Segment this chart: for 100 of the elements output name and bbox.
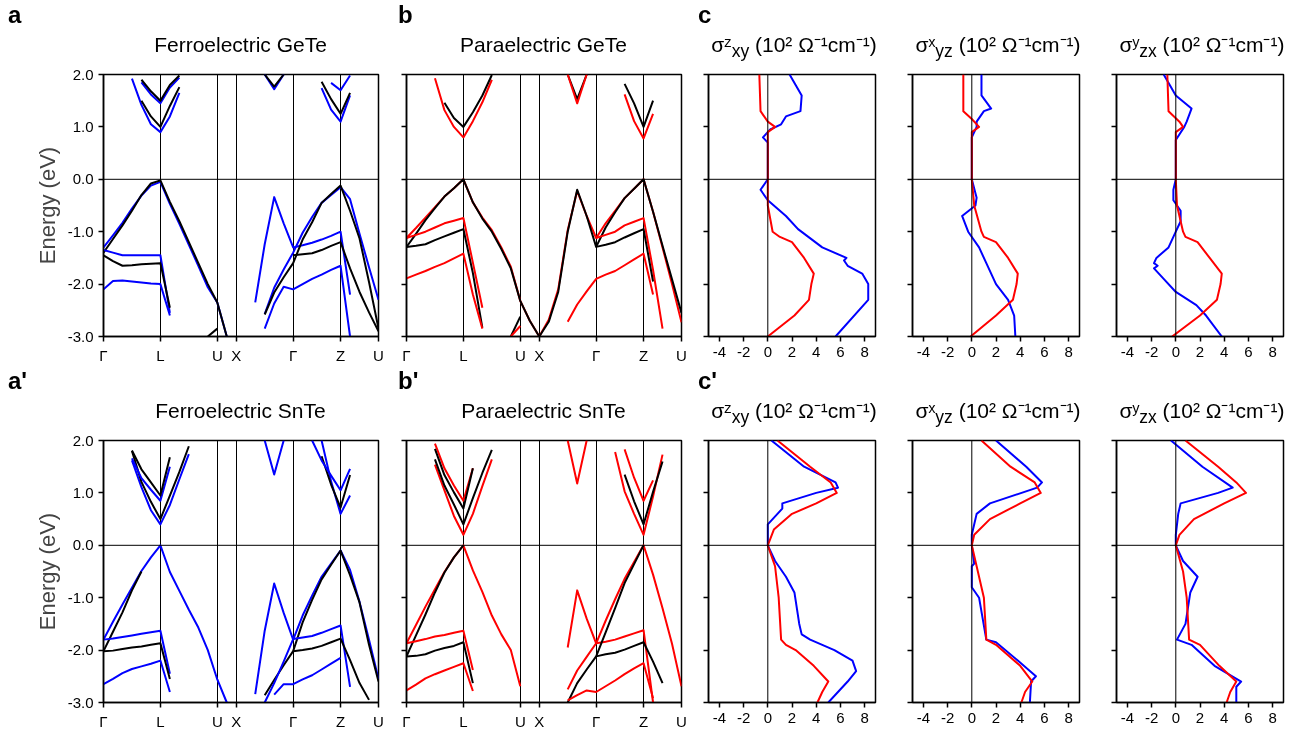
chart-title: Ferroelectric SnTe: [154, 398, 327, 424]
x-tick-label: 4: [1220, 708, 1229, 726]
x-tick-label: Γ: [592, 346, 601, 364]
x-tick-label: 6: [1040, 342, 1049, 360]
x-tick-label: 6: [1040, 708, 1049, 726]
x-tick-label: 8: [1268, 708, 1277, 726]
x-tick-label: 8: [1064, 342, 1073, 360]
y-tick-label: 2.0: [72, 65, 94, 83]
x-tick-label: L: [156, 712, 165, 730]
y-axis-title: Energy (eV): [34, 146, 60, 265]
x-tick-label: U: [676, 712, 687, 730]
y-tick-label: -1.0: [67, 222, 94, 240]
x-tick-label: -2: [736, 708, 751, 726]
text: c: [697, 0, 713, 30]
x-tick-label: X: [231, 346, 242, 364]
x-tick-label: U: [211, 712, 223, 730]
x-tick-label: U: [211, 346, 223, 364]
x-tick-label: -4: [712, 708, 727, 726]
x-tick-label: L: [156, 346, 165, 364]
x-tick-label: 8: [860, 708, 869, 726]
y-tick-label: -3.0: [67, 693, 94, 711]
x-tick-label: -4: [1120, 342, 1135, 360]
x-tick-label: U: [373, 346, 384, 364]
x-tick-label: Z: [638, 712, 649, 730]
x-tick-label: 0: [967, 708, 976, 726]
x-tick-label: 2: [991, 342, 1001, 360]
x-tick-label: Z: [335, 712, 346, 730]
chart-title: Paraelectric SnTe: [460, 398, 627, 424]
x-tick-label: 4: [812, 708, 821, 726]
x-tick-label: Γ: [99, 712, 108, 730]
y-tick-label: -3.0: [67, 327, 94, 345]
x-tick-label: -4: [916, 342, 931, 360]
y-tick-label: 0.0: [72, 170, 94, 188]
y-tick-label: 2.0: [72, 431, 94, 449]
y-tick-label: -1.0: [67, 588, 94, 606]
x-tick-label: -2: [1144, 342, 1159, 360]
chart-title: σʸ$_{zx}$ (10² Ω⁻¹cm⁻¹): [1118, 32, 1286, 64]
x-tick-label: 6: [1244, 342, 1253, 360]
x-tick-label: -2: [940, 342, 955, 360]
chart-title: σˣ$_{yz}$ (10² Ω⁻¹cm⁻¹): [914, 398, 1082, 430]
x-tick-label: -2: [1144, 708, 1159, 726]
x-tick-label: U: [676, 346, 687, 364]
chart-title: σᶻ$_{xy}$ (10² Ω⁻¹cm⁻¹): [710, 32, 878, 64]
x-tick-label: Γ: [289, 346, 298, 364]
x-tick-label: 2: [991, 708, 1001, 726]
x-tick-label: Γ: [99, 346, 108, 364]
y-tick-label: 0.0: [72, 536, 94, 554]
chart-title: σᶻ$_{xy}$ (10² Ω⁻¹cm⁻¹): [710, 398, 878, 430]
x-tick-label: 0: [1171, 708, 1180, 726]
x-tick-label: L: [459, 346, 468, 364]
x-tick-label: 0: [1171, 342, 1180, 360]
x-tick-label: U: [514, 712, 526, 730]
x-tick-label: 8: [1064, 708, 1073, 726]
chart-title: Ferroelectric GeTe: [153, 32, 328, 58]
x-tick-label: L: [459, 712, 468, 730]
x-tick-label: 6: [836, 708, 845, 726]
x-tick-label: -2: [940, 708, 955, 726]
x-tick-label: U: [514, 346, 526, 364]
x-tick-label: 8: [860, 342, 869, 360]
x-tick-label: 4: [812, 342, 821, 360]
x-tick-label: Γ: [289, 712, 298, 730]
x-tick-label: -2: [736, 342, 751, 360]
x-tick-label: 0: [967, 342, 976, 360]
text: b: [397, 0, 414, 30]
x-tick-label: 6: [1244, 708, 1253, 726]
x-tick-label: 2: [1195, 708, 1205, 726]
x-tick-label: 2: [787, 342, 797, 360]
x-tick-label: 0: [763, 708, 772, 726]
text: c': [697, 366, 719, 396]
x-tick-label: 4: [1220, 342, 1229, 360]
text: a: [7, 0, 23, 30]
x-tick-label: Z: [638, 346, 649, 364]
x-tick-label: -4: [1120, 708, 1135, 726]
x-tick-label: 8: [1268, 342, 1277, 360]
x-tick-label: X: [534, 346, 545, 364]
chart-title: Paraelectric GeTe: [459, 32, 628, 58]
x-tick-label: X: [534, 712, 545, 730]
x-tick-label: 2: [787, 708, 797, 726]
x-tick-label: 2: [1195, 342, 1205, 360]
y-tick-label: 1.0: [72, 483, 94, 501]
x-tick-label: Γ: [402, 346, 411, 364]
x-tick-label: 6: [836, 342, 845, 360]
text: a': [7, 366, 29, 396]
x-tick-label: Γ: [592, 712, 601, 730]
x-tick-label: -4: [712, 342, 727, 360]
x-tick-label: Γ: [402, 712, 411, 730]
x-tick-label: Z: [335, 346, 346, 364]
x-tick-label: U: [373, 712, 384, 730]
text: b': [397, 366, 420, 396]
y-tick-label: -2.0: [67, 641, 94, 659]
chart-title: σˣ$_{yz}$ (10² Ω⁻¹cm⁻¹): [914, 32, 1082, 64]
x-tick-label: X: [231, 712, 242, 730]
x-tick-label: 0: [763, 342, 772, 360]
y-tick-label: -2.0: [67, 275, 94, 293]
x-tick-label: -4: [916, 708, 931, 726]
chart-title: σʸ$_{zx}$ (10² Ω⁻¹cm⁻¹): [1118, 398, 1286, 430]
y-axis-title: Energy (eV): [34, 512, 60, 631]
y-tick-label: 1.0: [72, 117, 94, 135]
x-tick-label: 4: [1016, 342, 1025, 360]
x-tick-label: 4: [1016, 708, 1025, 726]
